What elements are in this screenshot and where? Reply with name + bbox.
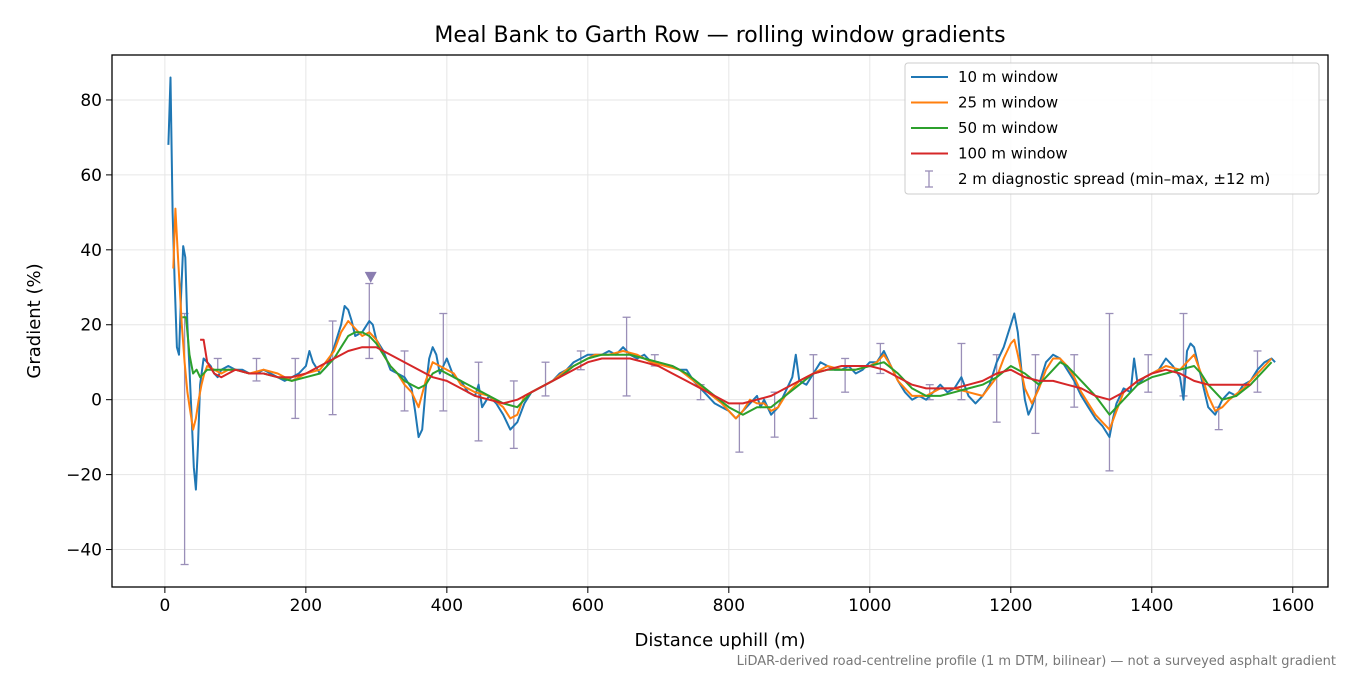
x-tick-label: 400 <box>431 596 463 616</box>
legend: 10 m window 25 m window 50 m window 100 m w… <box>904 62 1320 195</box>
x-tick-label: 800 <box>713 596 745 616</box>
y-tick-label: 20 <box>80 316 102 336</box>
series-line-4 <box>200 338 1251 405</box>
grid <box>112 55 1328 587</box>
plot-frame <box>111 54 1329 588</box>
x-tick-label: 600 <box>572 596 604 616</box>
clipped-marker <box>364 271 377 283</box>
y-tick-label: 80 <box>80 91 102 111</box>
x-tick-label: 1600 <box>1271 596 1314 616</box>
errorbar-series <box>180 271 1262 566</box>
y-tick-label: −40 <box>66 541 102 561</box>
x-axis-label: Distance uphill (m) <box>635 630 806 651</box>
legend-label: 25 m window <box>958 94 1058 112</box>
legend-label: 10 m window <box>958 68 1058 86</box>
legend-label: 100 m window <box>958 145 1068 163</box>
y-tick-label: 0 <box>91 391 102 411</box>
legend-label: 2 m diagnostic spread (min–max, ±12 m) <box>958 170 1270 188</box>
x-tick-label: 1000 <box>848 596 891 616</box>
y-tick-label: 60 <box>80 166 102 186</box>
x-axis: 0 200 400 600 800 1000 1200 1400 1600 <box>159 587 1314 616</box>
y-tick-label: −20 <box>66 466 102 486</box>
series-line-3 <box>182 316 1273 416</box>
footnote: LiDAR-derived road-centreline profile (1… <box>737 654 1336 669</box>
y-axis: −40 −20 0 20 40 60 80 <box>66 91 112 561</box>
legend-box <box>904 62 1320 195</box>
x-tick-label: 0 <box>159 596 170 616</box>
legend-label: 50 m window <box>958 119 1058 137</box>
y-tick-label: 40 <box>80 241 102 261</box>
x-tick-label: 1200 <box>989 596 1032 616</box>
x-tick-label: 200 <box>290 596 322 616</box>
chart-title: Meal Bank to Garth Row — rolling window … <box>434 23 1005 48</box>
x-tick-label: 1400 <box>1130 596 1173 616</box>
series-line-2 <box>172 207 1273 431</box>
y-axis-label: Gradient (%) <box>24 263 45 378</box>
